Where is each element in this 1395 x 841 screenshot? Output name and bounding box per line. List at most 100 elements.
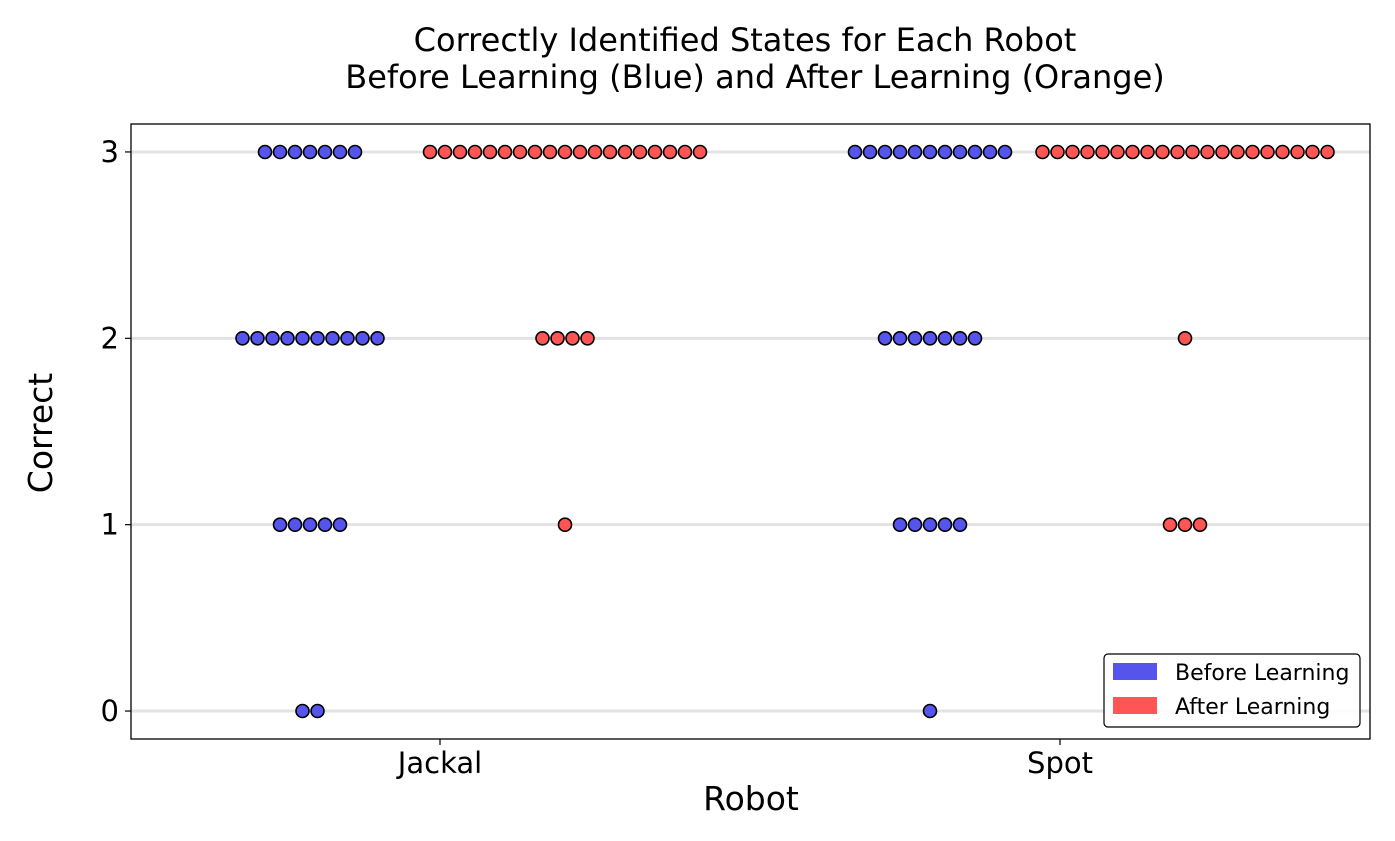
data-point bbox=[647, 144, 663, 160]
legend-swatch-before-learning bbox=[1113, 663, 1157, 680]
data-point bbox=[1305, 144, 1320, 160]
data-point bbox=[1290, 144, 1305, 160]
data-point bbox=[535, 330, 550, 346]
data-point bbox=[892, 330, 908, 346]
data-point bbox=[982, 144, 998, 160]
y-tick-label: 1 bbox=[101, 508, 119, 542]
data-point bbox=[370, 330, 385, 346]
data-point bbox=[922, 703, 938, 719]
data-point bbox=[557, 144, 573, 160]
data-point bbox=[677, 144, 693, 160]
data-point bbox=[907, 330, 923, 346]
data-point bbox=[565, 330, 580, 346]
data-point bbox=[272, 144, 288, 160]
data-point bbox=[550, 330, 565, 346]
data-point bbox=[527, 144, 543, 160]
data-point bbox=[877, 144, 893, 160]
data-point bbox=[1050, 144, 1065, 160]
data-point bbox=[340, 330, 355, 346]
data-point bbox=[632, 144, 648, 160]
data-point bbox=[1110, 144, 1125, 160]
data-point bbox=[250, 330, 265, 346]
data-point bbox=[317, 144, 333, 160]
data-point bbox=[332, 144, 348, 160]
data-point bbox=[967, 144, 983, 160]
legend-label-before-learning: Before Learning bbox=[1175, 661, 1349, 686]
data-point bbox=[512, 144, 528, 160]
data-point bbox=[295, 703, 310, 719]
data-point bbox=[587, 144, 603, 160]
data-point bbox=[937, 517, 953, 533]
data-point bbox=[907, 144, 923, 160]
data-point bbox=[1192, 517, 1208, 533]
data-point bbox=[287, 144, 303, 160]
data-point bbox=[325, 330, 340, 346]
data-point bbox=[892, 144, 908, 160]
data-point bbox=[332, 517, 348, 533]
data-point bbox=[1035, 144, 1050, 160]
x-ticks: Jackal Spot bbox=[396, 739, 1093, 780]
data-point bbox=[1320, 144, 1335, 160]
data-point bbox=[997, 144, 1013, 160]
data-point bbox=[235, 330, 250, 346]
data-point bbox=[1125, 144, 1140, 160]
data-point bbox=[265, 330, 280, 346]
legend-box bbox=[1103, 653, 1361, 728]
x-axis-label: Robot bbox=[703, 779, 799, 818]
data-point bbox=[1080, 144, 1095, 160]
data-point bbox=[907, 517, 923, 533]
data-point bbox=[272, 517, 288, 533]
data-point bbox=[467, 144, 483, 160]
data-point bbox=[1140, 144, 1155, 160]
data-point bbox=[892, 517, 908, 533]
data-point bbox=[1162, 517, 1178, 533]
data-point bbox=[877, 330, 893, 346]
data-point bbox=[317, 517, 333, 533]
data-point bbox=[952, 144, 968, 160]
data-point bbox=[310, 703, 325, 719]
data-point bbox=[482, 144, 498, 160]
data-point bbox=[602, 144, 618, 160]
data-point bbox=[497, 144, 513, 160]
legend: Before Learning After Learning bbox=[1103, 653, 1361, 728]
x-tick-label-jackal: Jackal bbox=[396, 746, 482, 780]
data-point bbox=[280, 330, 295, 346]
data-point bbox=[310, 330, 325, 346]
data-point bbox=[1170, 144, 1185, 160]
data-point bbox=[422, 144, 438, 160]
data-point bbox=[922, 144, 938, 160]
chart-title-line2: Before Learning (Blue) and After Learnin… bbox=[345, 58, 1165, 96]
data-point bbox=[452, 144, 468, 160]
data-point bbox=[347, 144, 363, 160]
data-point bbox=[1230, 144, 1245, 160]
plot-frame bbox=[130, 123, 1371, 740]
data-point bbox=[1200, 144, 1215, 160]
data-point bbox=[287, 517, 303, 533]
data-point bbox=[295, 330, 310, 346]
legend-label-after-learning: After Learning bbox=[1175, 695, 1330, 720]
data-point bbox=[922, 517, 938, 533]
data-point bbox=[617, 144, 633, 160]
y-tick-label: 3 bbox=[101, 135, 119, 169]
data-point bbox=[302, 144, 318, 160]
legend-swatch-after-learning bbox=[1113, 697, 1157, 714]
chart-title-line1: Correctly Identified States for Each Rob… bbox=[414, 21, 1077, 59]
data-point bbox=[952, 517, 968, 533]
data-point bbox=[355, 330, 370, 346]
data-point bbox=[847, 144, 863, 160]
data-point bbox=[257, 144, 273, 160]
grid-layer bbox=[131, 150, 1370, 713]
data-point bbox=[1177, 330, 1193, 346]
data-point bbox=[542, 144, 558, 160]
data-point bbox=[1275, 144, 1290, 160]
data-point bbox=[862, 144, 878, 160]
data-point bbox=[922, 330, 938, 346]
data-point bbox=[1185, 144, 1200, 160]
data-point bbox=[1245, 144, 1260, 160]
points-layer bbox=[235, 144, 1335, 719]
data-point bbox=[1215, 144, 1230, 160]
data-point bbox=[1095, 144, 1110, 160]
y-tick-label: 0 bbox=[101, 694, 119, 728]
